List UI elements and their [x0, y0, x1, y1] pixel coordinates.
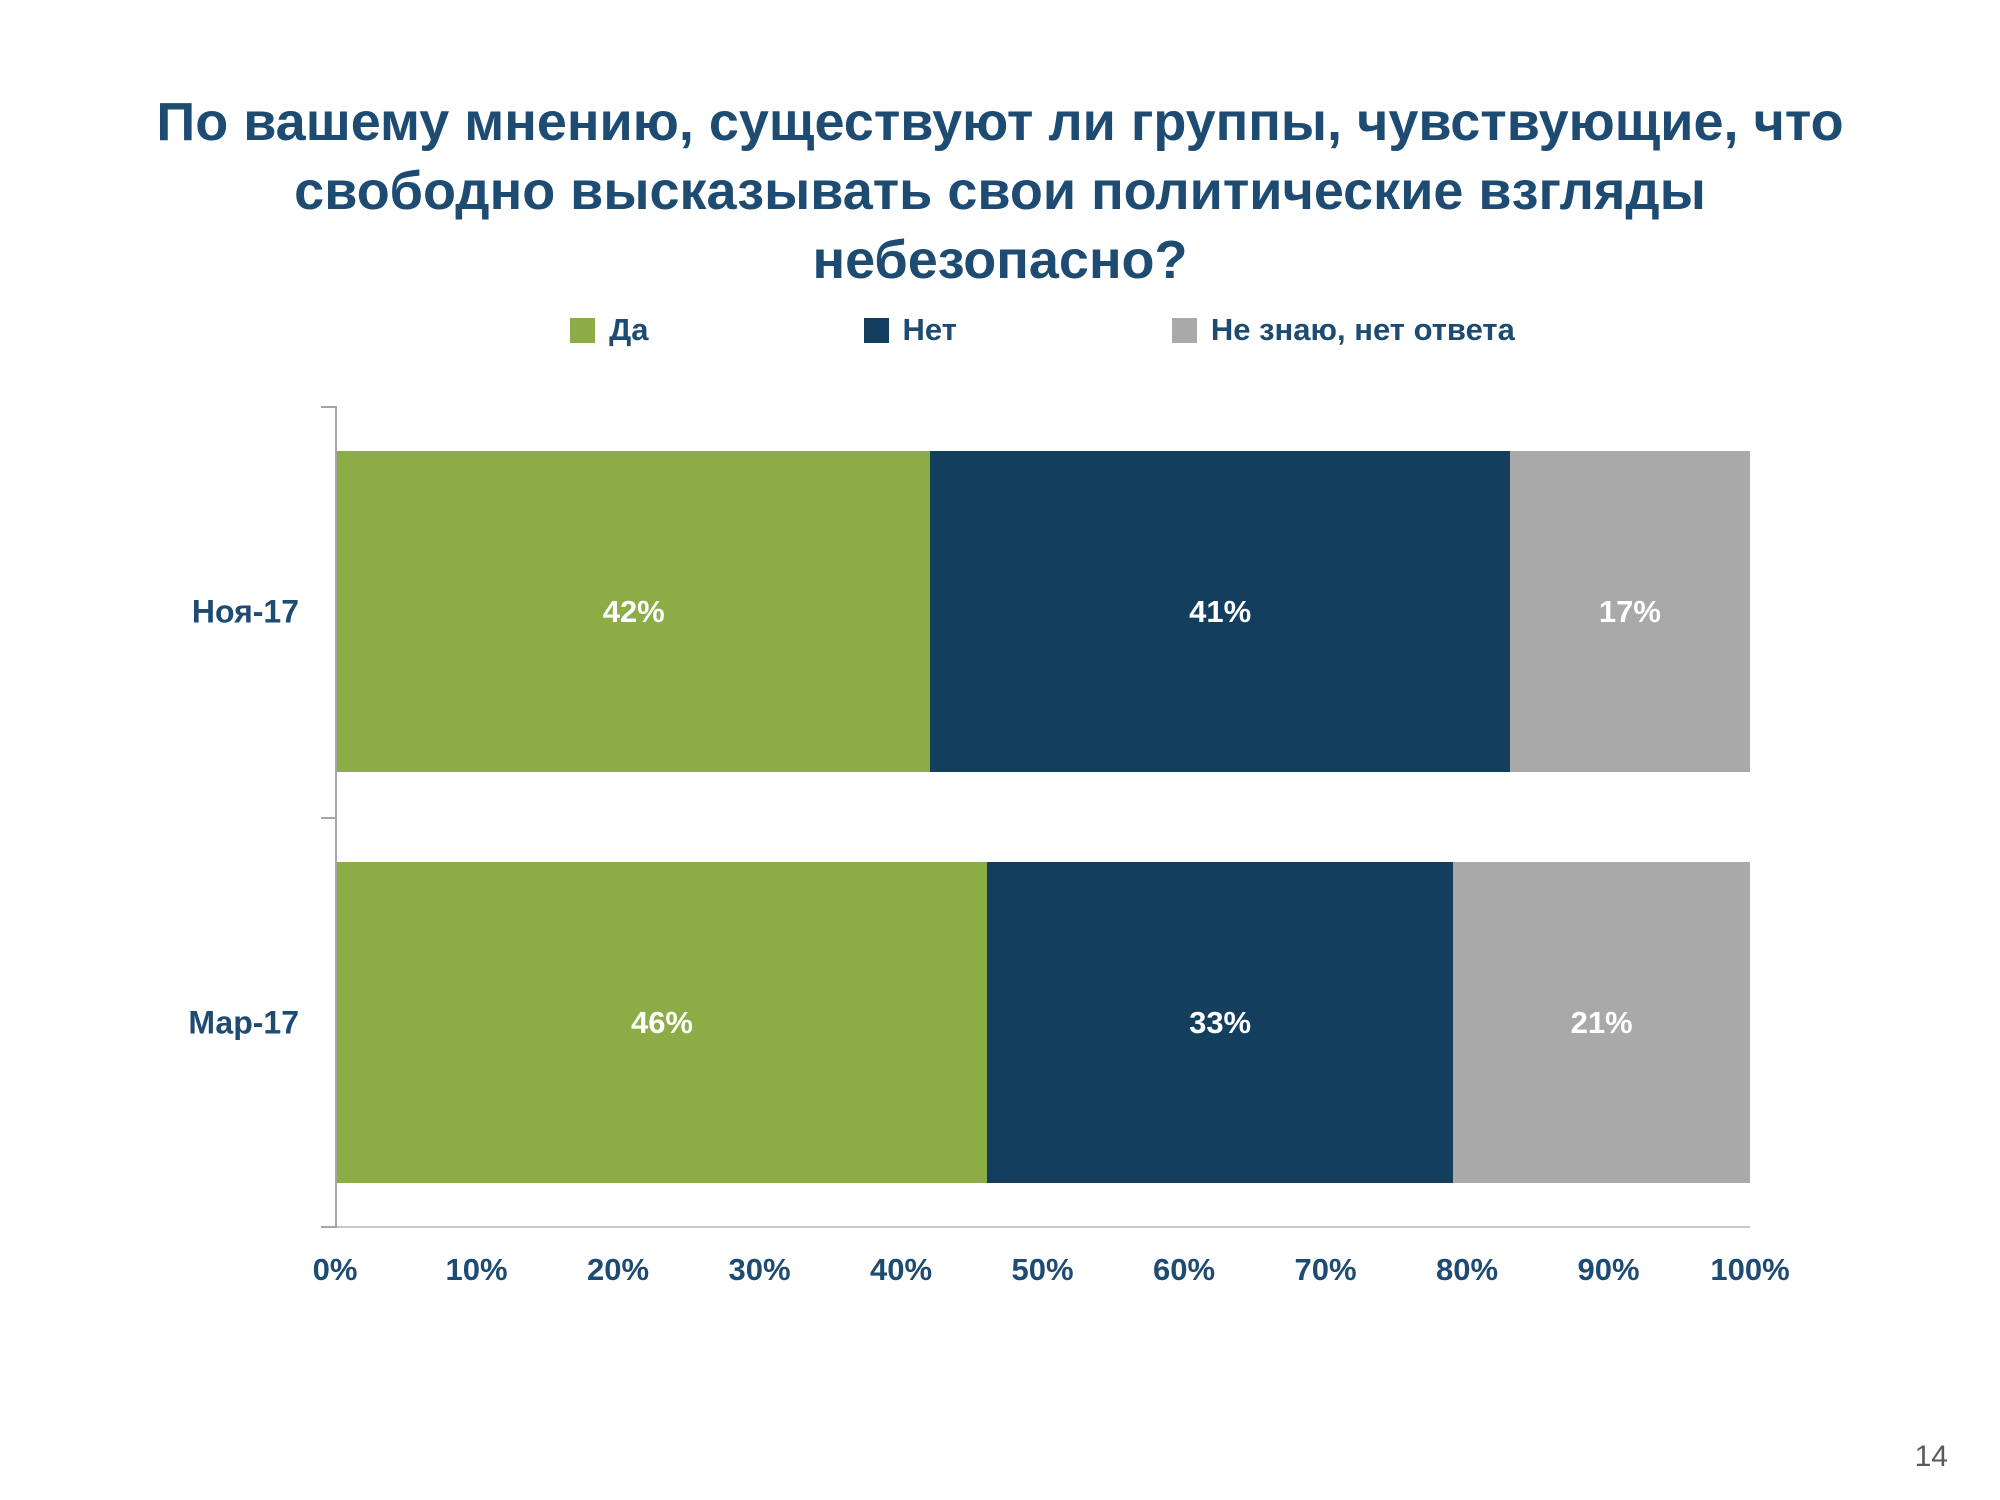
- legend-label: Нет: [902, 312, 957, 347]
- x-tick-label: 0%: [312, 1252, 358, 1287]
- x-tick-label: 30%: [728, 1252, 791, 1287]
- category-label: Мар-17: [188, 1004, 299, 1040]
- bar-segment: 41%: [930, 451, 1510, 772]
- page-title: По вашему мнению, существуют ли группы, …: [156, 92, 1844, 291]
- x-tick-label: 90%: [1577, 1252, 1640, 1287]
- bar-value-label: 41%: [1189, 593, 1252, 629]
- category-label: Ноя-17: [191, 593, 299, 629]
- x-tick-label: 20%: [586, 1252, 650, 1287]
- bar-value-label: 33%: [1189, 1004, 1252, 1040]
- y-axis-tick: [321, 406, 337, 408]
- plot-area: 42% 41% 17% Ноя-17 46% 33% 21% Мар-17: [188, 406, 1750, 1228]
- bar-segment: 33%: [986, 862, 1454, 1183]
- x-tick-label: 60%: [1152, 1252, 1216, 1287]
- legend-label: Не знаю, нет ответа: [1210, 312, 1515, 347]
- x-tick-label: 100%: [1710, 1252, 1790, 1287]
- x-axis: 0% 10% 20% 30% 40% 50% 60% 70% 80% 90% 100%: [313, 1252, 1790, 1292]
- legend-item: Да: [570, 312, 649, 348]
- bar-row: 46% 33% 21%: [337, 862, 1750, 1183]
- bar-row: 42% 41% 17%: [337, 451, 1750, 772]
- bar-value-label: 21%: [1570, 1004, 1633, 1040]
- x-tick-label: 80%: [1435, 1252, 1499, 1287]
- x-tick-label: 40%: [869, 1252, 933, 1287]
- bar-segment: 21%: [1453, 862, 1750, 1183]
- y-axis-tick: [321, 817, 337, 819]
- x-tick-label: 50%: [1011, 1252, 1074, 1287]
- legend: Да Нет Не знаю, нет ответа: [335, 312, 1750, 348]
- bar-value-label: 42%: [602, 593, 665, 629]
- legend-swatch: [1171, 317, 1197, 343]
- legend-label: Да: [609, 312, 649, 347]
- bar-segment: 46%: [337, 862, 987, 1183]
- bar-segment: 17%: [1509, 451, 1750, 772]
- legend-swatch: [570, 317, 596, 343]
- bar-segment: 42%: [337, 451, 931, 772]
- bar-value-label: 17%: [1598, 593, 1661, 629]
- legend-item: Не знаю, нет ответа: [1171, 312, 1515, 348]
- legend-item: Нет: [863, 312, 957, 348]
- x-tick-label: 70%: [1294, 1252, 1357, 1287]
- y-axis-tick: [321, 1226, 337, 1228]
- x-tick-label: 10%: [445, 1252, 508, 1287]
- page-number: 14: [1914, 1440, 1948, 1473]
- legend-swatch: [863, 317, 889, 343]
- bar-value-label: 46%: [630, 1004, 693, 1040]
